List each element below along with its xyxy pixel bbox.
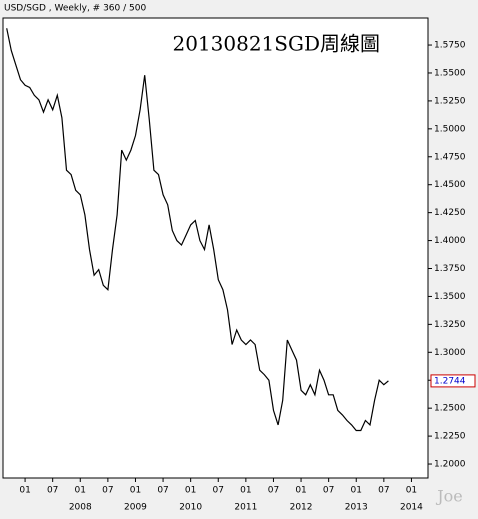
y-tick-label: 1.4750 xyxy=(434,152,466,162)
y-tick-label: 1.2000 xyxy=(434,460,466,470)
x-tick-label: 07 xyxy=(378,486,389,496)
x-tick-label: 07 xyxy=(102,486,113,496)
x-tick-label: 01 xyxy=(130,486,141,496)
y-tick-label: 1.5000 xyxy=(434,124,466,134)
x-tick-label: 07 xyxy=(157,486,168,496)
chart-title: USD/SGD , Weekly, # 360 / 500 xyxy=(4,4,146,14)
y-tick-label: 1.4250 xyxy=(434,208,466,218)
price-line xyxy=(6,28,389,432)
y-tick-label: 1.3000 xyxy=(434,348,466,358)
x-tick-label: 01 xyxy=(295,486,306,496)
x-tick-label: 01 xyxy=(185,486,196,496)
year-label: 2009 xyxy=(124,503,147,513)
year-label: 2010 xyxy=(179,503,202,513)
x-tick-label: 07 xyxy=(268,486,279,496)
last-price-label: 1.2744 xyxy=(434,376,466,386)
x-tick-label: 01 xyxy=(406,486,417,496)
year-label: 2008 xyxy=(69,503,92,513)
y-tick-label: 1.3500 xyxy=(434,292,466,302)
y-tick-label: 1.3250 xyxy=(434,320,466,330)
year-label: 2012 xyxy=(290,503,313,513)
x-tick-label: 01 xyxy=(351,486,362,496)
watermark: Joe xyxy=(435,487,463,506)
x-tick-label: 07 xyxy=(47,486,58,496)
x-tick-label: 07 xyxy=(213,486,224,496)
year-label: 2013 xyxy=(345,503,368,513)
y-tick-label: 1.4000 xyxy=(434,236,466,246)
x-tick-label: 07 xyxy=(323,486,334,496)
y-tick-label: 1.5250 xyxy=(434,96,466,106)
last-price-box xyxy=(430,374,476,388)
year-label: 2014 xyxy=(400,503,423,513)
y-tick-label: 1.4500 xyxy=(434,180,466,190)
annotation: 20130821SGD周線圖 xyxy=(172,32,380,56)
y-tick-label: 1.5750 xyxy=(434,41,466,51)
x-tick-label: 01 xyxy=(240,486,251,496)
year-label: 2011 xyxy=(234,503,257,513)
y-tick-label: 1.5500 xyxy=(434,68,466,78)
y-tick-label: 1.3750 xyxy=(434,264,466,274)
x-tick-label: 01 xyxy=(75,486,86,496)
y-tick-label: 1.2250 xyxy=(434,432,466,442)
x-tick-label: 01 xyxy=(19,486,30,496)
y-tick-label: 1.2500 xyxy=(434,404,466,414)
plot-area xyxy=(2,17,429,479)
